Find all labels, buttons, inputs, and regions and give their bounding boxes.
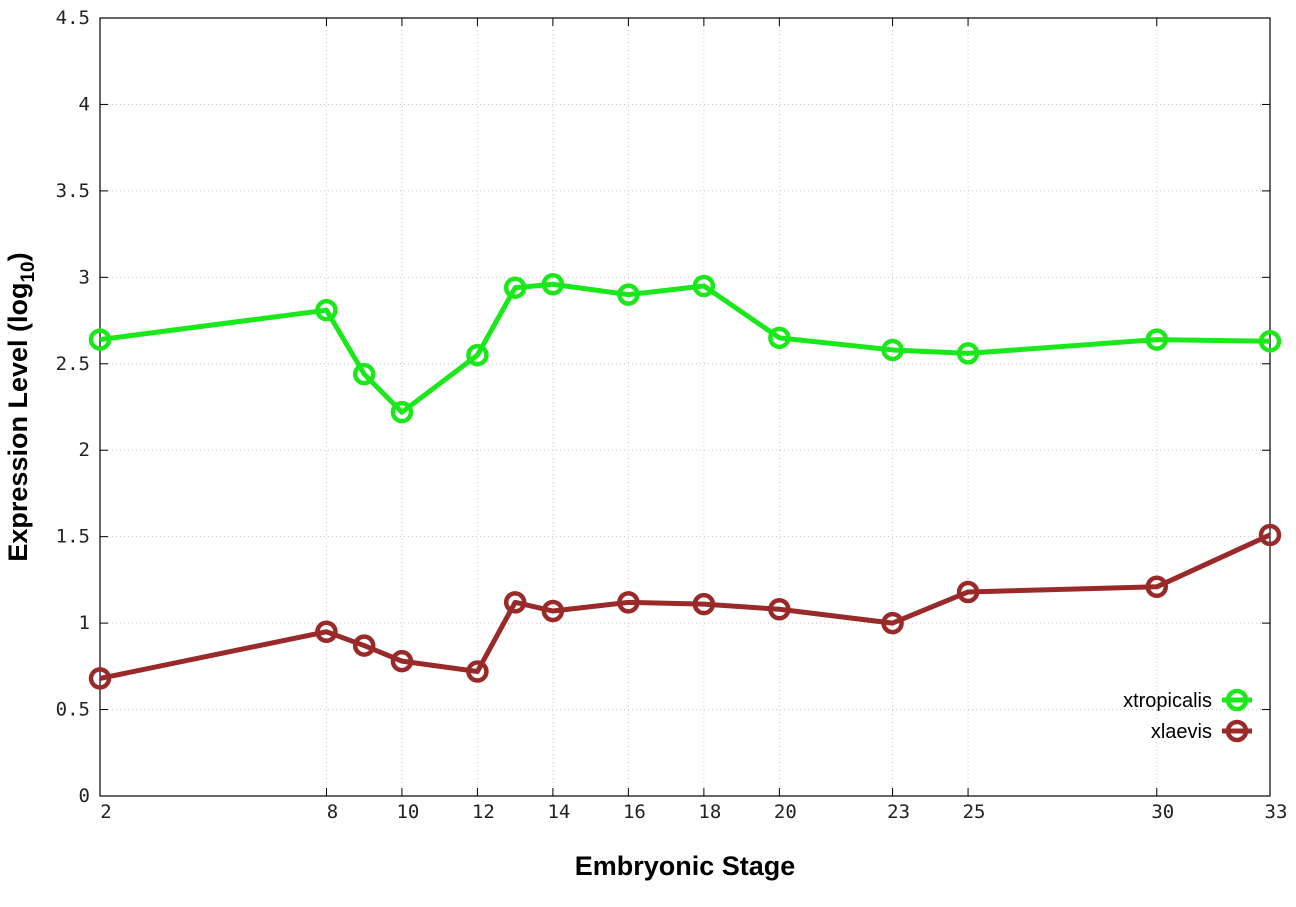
x-tick-label: 2 (100, 801, 111, 823)
x-tick-label: 10 (396, 801, 419, 823)
y-tick-label: 1 (79, 612, 90, 634)
data-point-xtropicalis (1145, 328, 1169, 351)
y-tick-label: 4.5 (56, 7, 90, 29)
data-point-xtropicalis (466, 343, 489, 367)
legend-label-xlaevis: xlaevis (1151, 721, 1212, 743)
data-point-xtropicalis (352, 362, 376, 386)
x-tick-label: 8 (327, 801, 338, 823)
x-tick-label: 16 (623, 801, 646, 823)
y-tick-label: 0.5 (56, 699, 90, 721)
data-point-xlaevis (1258, 523, 1282, 547)
data-point-xlaevis (1145, 575, 1169, 599)
data-point-xtropicalis (768, 326, 791, 350)
legend: xtropicalis xlaevis (1123, 688, 1252, 743)
y-tick-label: 3 (79, 266, 90, 288)
data-point-xtropicalis (503, 276, 527, 299)
x-tick-label: 14 (547, 801, 570, 823)
y-tick-label: 0 (79, 785, 90, 807)
data-point-xlaevis (956, 580, 980, 604)
x-tick-label: 12 (472, 801, 495, 823)
data-point-xtropicalis (617, 283, 640, 306)
data-point-xlaevis (768, 598, 791, 621)
x-tick-label: 30 (1151, 801, 1174, 823)
data-point-xlaevis (541, 599, 565, 623)
axis-ticks: 0 0.5 1 1.5 2 2.5 3 3.5 4 4.5 2 8 10 12 14 16 18 20 23 25 30… (56, 7, 1288, 823)
data-point-xtropicalis (88, 328, 112, 351)
data-series (88, 272, 1282, 690)
data-point-xlaevis (503, 591, 527, 614)
data-point-xlaevis (88, 667, 112, 690)
x-tick-label: 25 (963, 801, 986, 823)
data-point-xtropicalis (390, 400, 414, 424)
data-point-xlaevis (390, 649, 414, 673)
data-point-xtropicalis (1258, 330, 1282, 353)
series-line-xtropicalis (99, 281, 1271, 415)
data-point-xlaevis (315, 620, 338, 644)
x-tick-label: 18 (698, 801, 721, 823)
grid-lines (100, 18, 1270, 796)
legend-marker-xtropicalis (1225, 688, 1249, 712)
data-point-xlaevis (881, 611, 904, 635)
x-axis-title: Embryonic Stage (575, 851, 796, 881)
x-tick-label: 23 (887, 801, 910, 823)
data-point-xtropicalis (541, 272, 565, 296)
x-tick-label: 20 (774, 801, 797, 823)
plot-frame (99, 17, 1271, 797)
data-point-xlaevis (466, 660, 489, 683)
data-point-xtropicalis (881, 338, 904, 362)
x-tick-label: 33 (1265, 801, 1288, 823)
y-tick-label: 3.5 (56, 180, 90, 202)
data-point-xtropicalis (956, 342, 980, 365)
data-point-xlaevis (692, 592, 716, 616)
data-point-xlaevis (617, 591, 640, 614)
y-tick-label: 1.5 (56, 526, 90, 548)
series-line-xlaevis (99, 532, 1272, 681)
data-point-xtropicalis (315, 298, 338, 322)
y-tick-label: 4 (79, 93, 90, 115)
data-point-xlaevis (352, 634, 376, 657)
y-tick-label: 2 (79, 439, 90, 461)
y-axis-title: Expression Level (log10) (3, 252, 39, 561)
data-point-xtropicalis (692, 274, 716, 298)
legend-marker-xlaevis (1225, 719, 1249, 743)
y-tick-label: 2.5 (56, 353, 90, 375)
legend-label-xtropicalis: xtropicalis (1123, 690, 1212, 712)
